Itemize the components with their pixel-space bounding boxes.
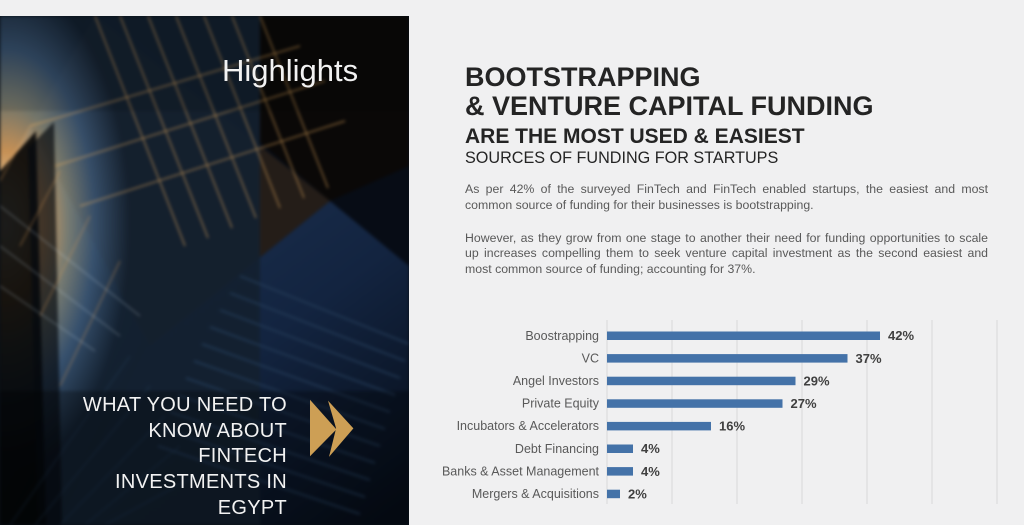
svg-text:Incubators & Accelerators: Incubators & Accelerators [457, 419, 599, 433]
svg-text:2%: 2% [628, 487, 647, 502]
svg-text:27%: 27% [791, 396, 817, 411]
svg-text:37%: 37% [856, 351, 882, 366]
svg-text:Angel Investors: Angel Investors [513, 374, 599, 388]
svg-text:Banks & Asset Management: Banks & Asset Management [442, 464, 600, 478]
svg-text:29%: 29% [804, 374, 830, 389]
svg-text:VC: VC [582, 351, 599, 365]
svg-text:4%: 4% [641, 441, 660, 456]
svg-text:16%: 16% [719, 419, 745, 434]
svg-text:42%: 42% [888, 328, 914, 343]
svg-text:Mergers & Acquisitions: Mergers & Acquisitions [472, 487, 599, 501]
svg-text:Private Equity: Private Equity [522, 397, 600, 411]
svg-text:Boostrapping: Boostrapping [525, 329, 599, 343]
svg-text:4%: 4% [641, 464, 660, 479]
svg-text:Debt Financing: Debt Financing [515, 442, 599, 456]
